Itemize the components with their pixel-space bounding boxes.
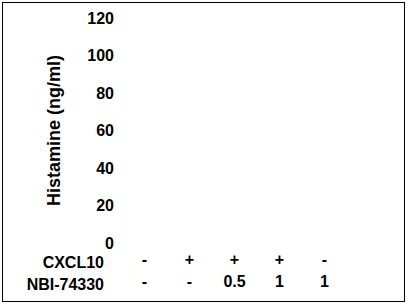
svg-text:100: 100 <box>87 47 114 64</box>
svg-text:60: 60 <box>96 122 114 139</box>
svg-text:80: 80 <box>96 85 114 102</box>
svg-text:0.5: 0.5 <box>223 273 245 290</box>
svg-text:0: 0 <box>105 235 114 252</box>
svg-text:-: - <box>187 273 192 290</box>
svg-text:1: 1 <box>320 273 329 290</box>
svg-text:-: - <box>142 273 147 290</box>
svg-text:Histamine (ng/ml): Histamine (ng/ml) <box>44 55 64 206</box>
svg-text:-: - <box>322 251 327 268</box>
html-text:NBI-74330: NBI-74330 <box>26 276 104 293</box>
svg-text:1: 1 <box>275 273 284 290</box>
svg-text:+: + <box>230 251 239 268</box>
svg-text:+: + <box>275 251 284 268</box>
html-text:CXCL10: CXCL10 <box>42 254 104 271</box>
svg-text:40: 40 <box>96 160 114 177</box>
svg-text:-: - <box>142 251 147 268</box>
svg-text:20: 20 <box>96 197 114 214</box>
svg-text:120: 120 <box>87 10 114 27</box>
svg-text:+: + <box>185 251 194 268</box>
